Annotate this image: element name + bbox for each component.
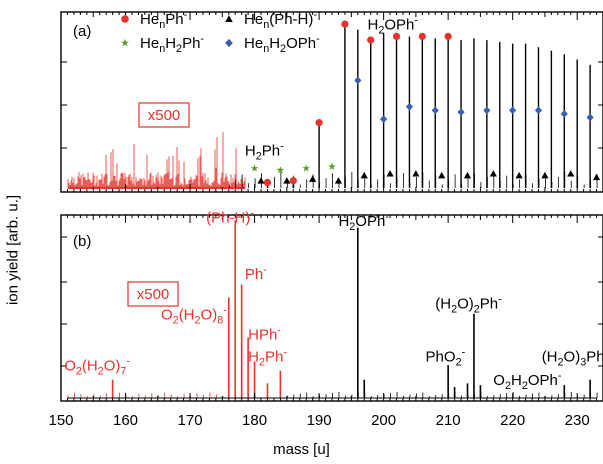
star-marker — [302, 164, 310, 172]
x-tick-label: 170 — [178, 412, 203, 429]
diamond-marker — [509, 106, 517, 115]
peak-annotation: H2OPh- — [338, 211, 389, 233]
triangle-marker — [438, 171, 446, 179]
circle-marker — [315, 119, 323, 127]
panel-a-noise — [67, 132, 246, 189]
star-marker — [121, 38, 129, 47]
circle-marker — [341, 20, 349, 28]
diamond-marker — [457, 108, 465, 117]
star-marker — [276, 166, 285, 174]
peak-annotation: H2Ph- — [248, 346, 287, 368]
star-marker — [250, 164, 259, 172]
x-tick-label: 210 — [436, 412, 461, 429]
diamond-marker — [431, 106, 439, 115]
circle-marker — [263, 178, 272, 187]
circle-marker — [444, 32, 452, 41]
triangle-marker — [334, 177, 343, 184]
x-tick-label: 160 — [113, 412, 138, 429]
triangle-marker — [463, 171, 472, 179]
peak-annotation: (H2O)3Ph — [542, 348, 603, 368]
legend-entry: HenH2Ph- — [140, 33, 204, 55]
x-tick-label: 180 — [242, 412, 267, 429]
triangle-marker — [489, 170, 497, 177]
diamond-marker — [225, 38, 233, 48]
x-tick-label: 220 — [500, 412, 525, 429]
diamond-marker — [586, 113, 594, 122]
x-tick-label: 190 — [307, 412, 332, 429]
circle-marker — [289, 177, 297, 185]
peak-annotation: PhO2- — [426, 346, 466, 368]
panel-a-annotations: H2OPh- H2Ph- — [245, 15, 418, 163]
circle-marker — [392, 32, 401, 41]
x-axis-title: mass [u] — [273, 441, 330, 458]
diamond-marker — [534, 106, 543, 115]
triangle-marker — [225, 15, 233, 23]
diamond-marker — [354, 76, 362, 85]
panel-a-scale-box: x500 — [138, 102, 190, 128]
triangle-marker — [386, 170, 394, 177]
peak-annotation: Ph- — [245, 264, 267, 283]
triangle-marker — [592, 173, 601, 181]
triangle-marker — [515, 171, 523, 179]
panel-a-ticks — [60, 12, 603, 192]
peak-annotation: (Ph-H)- — [206, 207, 254, 226]
triangle-marker — [257, 177, 265, 184]
peak-annotation: O2(H2O)8- — [161, 304, 227, 326]
star-marker — [328, 162, 336, 170]
x-tick-label: 230 — [565, 412, 590, 429]
panel-b-scale-box: x500 — [127, 281, 179, 307]
diamond-marker — [380, 115, 388, 124]
peak-annotation: O2(H2O)7- — [64, 356, 130, 378]
triangle-marker — [360, 171, 368, 179]
diamond-marker — [560, 109, 568, 118]
circle-marker — [367, 36, 375, 44]
diamond-marker — [405, 102, 414, 111]
peak-annotation: O2H2OPh- — [493, 370, 562, 392]
diamond-marker — [483, 106, 491, 115]
panel-a-label: (a) — [73, 23, 91, 40]
triangle-marker — [283, 177, 291, 184]
triangle-marker — [567, 170, 575, 177]
panel-b: (b) x500 (Ph-H)- Ph- O2(H2O)8- HPh- H2Ph- O2(… — [60, 207, 603, 402]
panel-b-label: (b) — [73, 233, 91, 250]
legend-entry: HenH2OPh- — [244, 33, 320, 55]
panel-b-ticks — [60, 215, 603, 401]
panel-a-legend: HenPh- Hen(Ph-H)- HenH2Ph- HenH2OPh- — [121, 9, 320, 55]
peak-annotation: H2OPh- — [367, 15, 418, 37]
peak-annotation: H2Ph- — [245, 140, 284, 162]
panel-a: (a) x500 HenPh- Hen(Ph-H)- HenH2Ph- HenH2OP… — [60, 9, 603, 193]
circle-marker — [418, 32, 426, 41]
y-axis-label: ion yield [arb. u.] — [4, 194, 22, 306]
panel-a-scale-label: x500 — [148, 107, 181, 124]
triangle-marker — [412, 170, 420, 177]
y-axis-title: ion yield [arb. u.] — [2, 150, 24, 350]
legend-entry: Hen(Ph-H)- — [244, 9, 317, 31]
panel-a-markers — [250, 20, 601, 187]
triangle-marker — [541, 171, 549, 179]
panel-b-annotations: (Ph-H)- Ph- O2(H2O)8- HPh- H2Ph- O2(H2O)7- H2O… — [64, 207, 603, 392]
legend-entry: HenPh- — [140, 9, 188, 31]
x-tick-label: 150 — [48, 412, 73, 429]
peak-annotation: HPh- — [248, 324, 281, 343]
peak-annotation: (H2O)2Ph- — [435, 293, 502, 315]
panel-b-scale-label: x500 — [137, 286, 170, 303]
x-tick-labels: 150 160 170 180 190 200 210 220 230 — [48, 412, 589, 429]
circle-marker — [121, 15, 129, 23]
triangle-marker — [309, 175, 317, 182]
x-tick-label: 200 — [371, 412, 396, 429]
